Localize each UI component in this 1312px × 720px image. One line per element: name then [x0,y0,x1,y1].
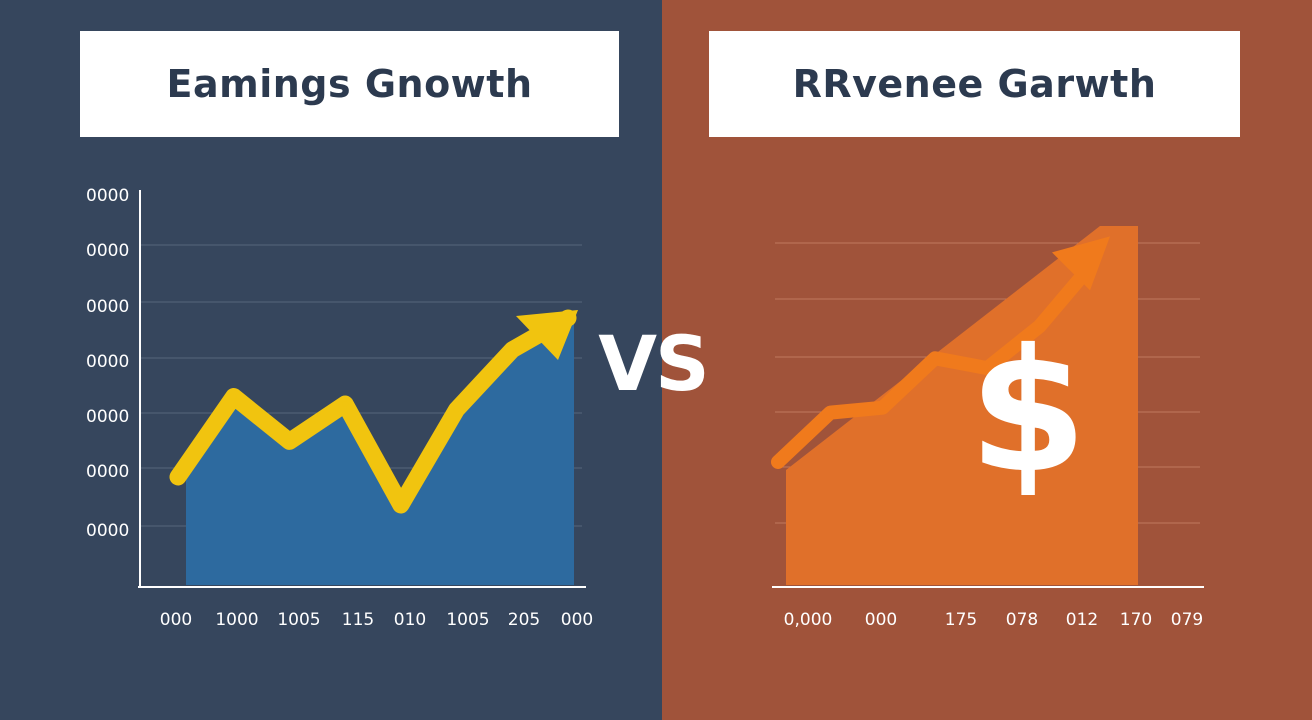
earnings-x-tick-label: 000 [561,610,593,630]
earnings-title: Eamings Gnowth [166,62,533,106]
revenue-point [827,409,834,416]
revenue-x-tick-label: 079 [1171,610,1203,630]
earnings-point [342,401,349,408]
earnings-point [286,438,293,445]
revenue-point [1036,323,1043,330]
revenue-x-tick-label: 012 [1066,610,1098,630]
earnings-y-tick-label: 0000 [86,297,129,317]
earnings-point [175,473,181,480]
revenue-x-tick-label: 170 [1120,610,1152,630]
earnings-x-tick-label: 1000 [215,610,258,630]
earnings-y-tick-label: 0000 [86,462,129,482]
earnings-point [509,346,516,353]
earnings-y-tick-label: 0000 [86,186,129,206]
revenue-panel: RRvenee Garwth [662,0,1312,720]
revenue-point [932,355,938,362]
earnings-y-tick-label: 0000 [86,352,129,372]
earnings-x-tick-label: 000 [160,610,192,630]
earnings-y-tick-label: 0000 [86,241,129,261]
revenue-x-tick-label: 078 [1006,610,1038,630]
revenue-point [984,365,991,372]
earnings-x-tick-label: 205 [508,610,540,630]
earnings-point [397,502,404,508]
earnings-x-tick-label: 1005 [446,610,489,630]
earnings-x-tick-label: 115 [342,610,374,630]
revenue-point [879,404,886,411]
earnings-line [169,309,577,514]
revenue-x-tick-label: 0,000 [784,610,833,630]
revenue-point [775,459,781,465]
revenue-title-box: RRvenee Garwth [709,31,1240,137]
earnings-x-tick-label: 1005 [277,610,320,630]
earnings-point [453,406,460,413]
earnings-point [230,393,237,400]
earnings-area [186,318,574,585]
earnings-x-tick-label: 010 [394,610,426,630]
earnings-title-box: Eamings Gnowth [80,31,619,137]
earnings-y-tick-label: 0000 [86,407,129,427]
revenue-point [1089,261,1095,268]
earnings-y-tick-label: 0000 [86,521,129,541]
revenue-x-tick-label: 000 [865,610,897,630]
revenue-title: RRvenee Garwth [792,62,1157,106]
vs-label: VS [598,319,710,408]
earnings-point [565,315,571,321]
revenue-x-tick-label: 175 [945,610,977,630]
dollar-sign-icon: $ [969,313,1087,511]
revenue-arrow-head [1052,236,1110,291]
earnings-arrow-head [516,310,578,360]
